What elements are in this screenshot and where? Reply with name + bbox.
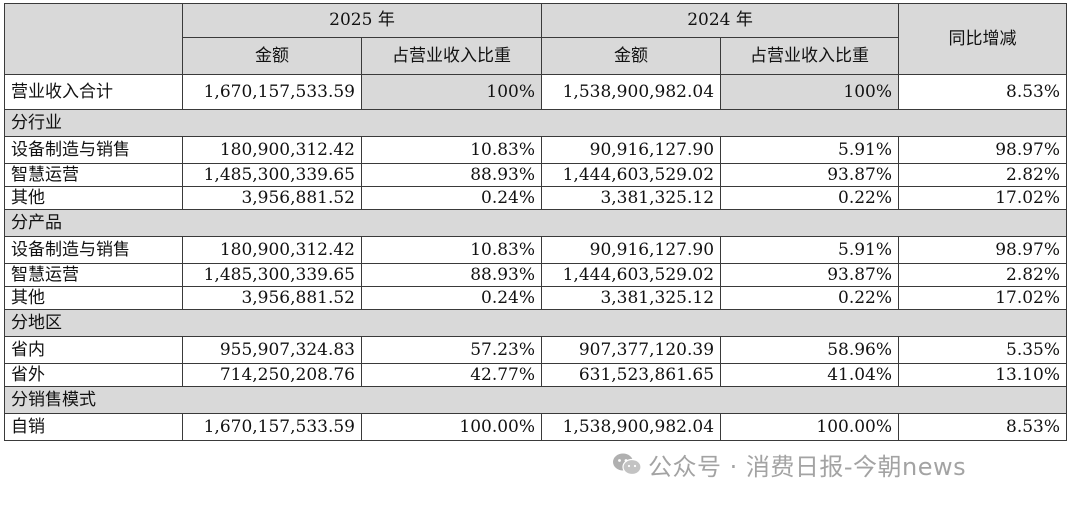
share-2025: 10.83% — [360, 236, 543, 264]
header-share-2024: 占营业收入比重 — [720, 37, 900, 75]
revenue-table: 2025 年 2024 年 同比增减 金额 占营业收入比重 金额 占营业收入比重… — [3, 3, 1068, 441]
amount-2025: 1,485,300,339.65 — [182, 263, 362, 287]
section-title: 分行业 — [3, 109, 1068, 137]
share-2024: 41.04% — [720, 363, 900, 387]
row-label: 其他 — [4, 186, 183, 210]
amount-2025: 3,956,881.52 — [182, 186, 362, 210]
share-2025: 88.93% — [360, 263, 543, 287]
header-year-2024: 2024 年 — [541, 3, 900, 38]
share-2025: 0.24% — [360, 286, 543, 310]
table-row: 设备制造与销售 180,900,312.42 10.83% 90,916,127… — [4, 236, 1068, 264]
header-amount-2025: 金额 — [182, 37, 362, 75]
share-2024: 93.87% — [720, 263, 900, 287]
share-2025: 42.77% — [360, 363, 543, 387]
share-2025: 10.83% — [360, 136, 543, 164]
table-row: 自销 1,670,157,533.59 100.00% 1,538,900,98… — [4, 413, 1068, 441]
share-2025: 0.24% — [360, 186, 543, 210]
row-label: 营业收入合计 — [4, 74, 183, 110]
row-label: 智慧运营 — [4, 263, 183, 287]
table-row: 智慧运营 1,485,300,339.65 88.93% 1,444,603,5… — [4, 163, 1068, 187]
section-title: 分产品 — [3, 209, 1068, 237]
amount-2025: 1,670,157,533.59 — [182, 74, 362, 110]
share-2024: 100% — [720, 74, 900, 110]
yoy-change: 98.97% — [898, 136, 1068, 164]
share-2024: 5.91% — [720, 236, 900, 264]
row-label: 智慧运营 — [4, 163, 183, 187]
watermark-text: 公众号 · 消费日报-今朝news — [648, 453, 967, 481]
yoy-change: 13.10% — [898, 363, 1068, 387]
row-label: 省外 — [4, 363, 183, 387]
section-header-region: 分地区 — [3, 309, 1068, 337]
section-title: 分地区 — [3, 309, 1068, 337]
share-2024: 93.87% — [720, 163, 900, 187]
yoy-change: 17.02% — [898, 286, 1068, 310]
share-2024: 58.96% — [720, 336, 900, 364]
amount-2025: 3,956,881.52 — [182, 286, 362, 310]
header-blank-cell — [4, 3, 183, 75]
share-2024: 0.22% — [720, 286, 900, 310]
amount-2024: 1,444,603,529.02 — [541, 263, 722, 287]
section-header-product: 分产品 — [3, 209, 1068, 237]
watermark: 公众号 · 消费日报-今朝news — [612, 447, 966, 482]
share-2024: 5.91% — [720, 136, 900, 164]
table-row-total: 营业收入合计 1,670,157,533.59 100% 1,538,900,9… — [4, 74, 1068, 110]
amount-2025: 714,250,208.76 — [182, 363, 362, 387]
amount-2025: 1,670,157,533.59 — [182, 413, 362, 441]
share-2025: 57.23% — [360, 336, 543, 364]
yoy-change: 8.53% — [898, 413, 1068, 441]
amount-2024: 3,381,325.12 — [541, 286, 722, 310]
header-amount-2024: 金额 — [541, 37, 722, 75]
yoy-change: 98.97% — [898, 236, 1068, 264]
yoy-change: 17.02% — [898, 186, 1068, 210]
amount-2024: 907,377,120.39 — [541, 336, 722, 364]
share-2024: 0.22% — [720, 186, 900, 210]
amount-2024: 1,538,900,982.04 — [541, 413, 722, 441]
header-yoy: 同比增减 — [898, 3, 1068, 75]
section-header-sales-mode: 分销售模式 — [3, 386, 1068, 414]
header-share-2025: 占营业收入比重 — [360, 37, 543, 75]
table-row: 设备制造与销售 180,900,312.42 10.83% 90,916,127… — [4, 136, 1068, 164]
row-label: 其他 — [4, 286, 183, 310]
yoy-change: 8.53% — [898, 74, 1068, 110]
table-row: 其他 3,956,881.52 0.24% 3,381,325.12 0.22%… — [4, 186, 1068, 210]
amount-2024: 1,538,900,982.04 — [541, 74, 722, 110]
amount-2025: 955,907,324.83 — [182, 336, 362, 364]
table-row: 省外 714,250,208.76 42.77% 631,523,861.65 … — [4, 363, 1068, 387]
amount-2024: 90,916,127.90 — [541, 136, 722, 164]
share-2025: 88.93% — [360, 163, 543, 187]
amount-2025: 1,485,300,339.65 — [182, 163, 362, 187]
yoy-change: 2.82% — [898, 163, 1068, 187]
wechat-icon — [612, 452, 642, 478]
amount-2025: 180,900,312.42 — [182, 236, 362, 264]
yoy-change: 5.35% — [898, 336, 1068, 364]
table-row: 其他 3,956,881.52 0.24% 3,381,325.12 0.22%… — [4, 286, 1068, 310]
share-2025: 100% — [360, 74, 543, 110]
row-label: 自销 — [4, 413, 183, 441]
header-year-2025: 2025 年 — [181, 3, 543, 38]
amount-2024: 3,381,325.12 — [541, 186, 722, 210]
row-label: 设备制造与销售 — [4, 236, 183, 264]
amount-2024: 631,523,861.65 — [541, 363, 722, 387]
table-row: 省内 955,907,324.83 57.23% 907,377,120.39 … — [4, 336, 1068, 364]
yoy-change: 2.82% — [898, 263, 1068, 287]
table-row: 智慧运营 1,485,300,339.65 88.93% 1,444,603,5… — [4, 263, 1068, 287]
section-header-industry: 分行业 — [3, 109, 1068, 137]
amount-2024: 90,916,127.90 — [541, 236, 722, 264]
row-label: 省内 — [4, 336, 183, 364]
share-2025: 100.00% — [360, 413, 543, 441]
amount-2024: 1,444,603,529.02 — [541, 163, 722, 187]
section-title: 分销售模式 — [3, 386, 1068, 414]
row-label: 设备制造与销售 — [4, 136, 183, 164]
amount-2025: 180,900,312.42 — [182, 136, 362, 164]
share-2024: 100.00% — [720, 413, 900, 441]
